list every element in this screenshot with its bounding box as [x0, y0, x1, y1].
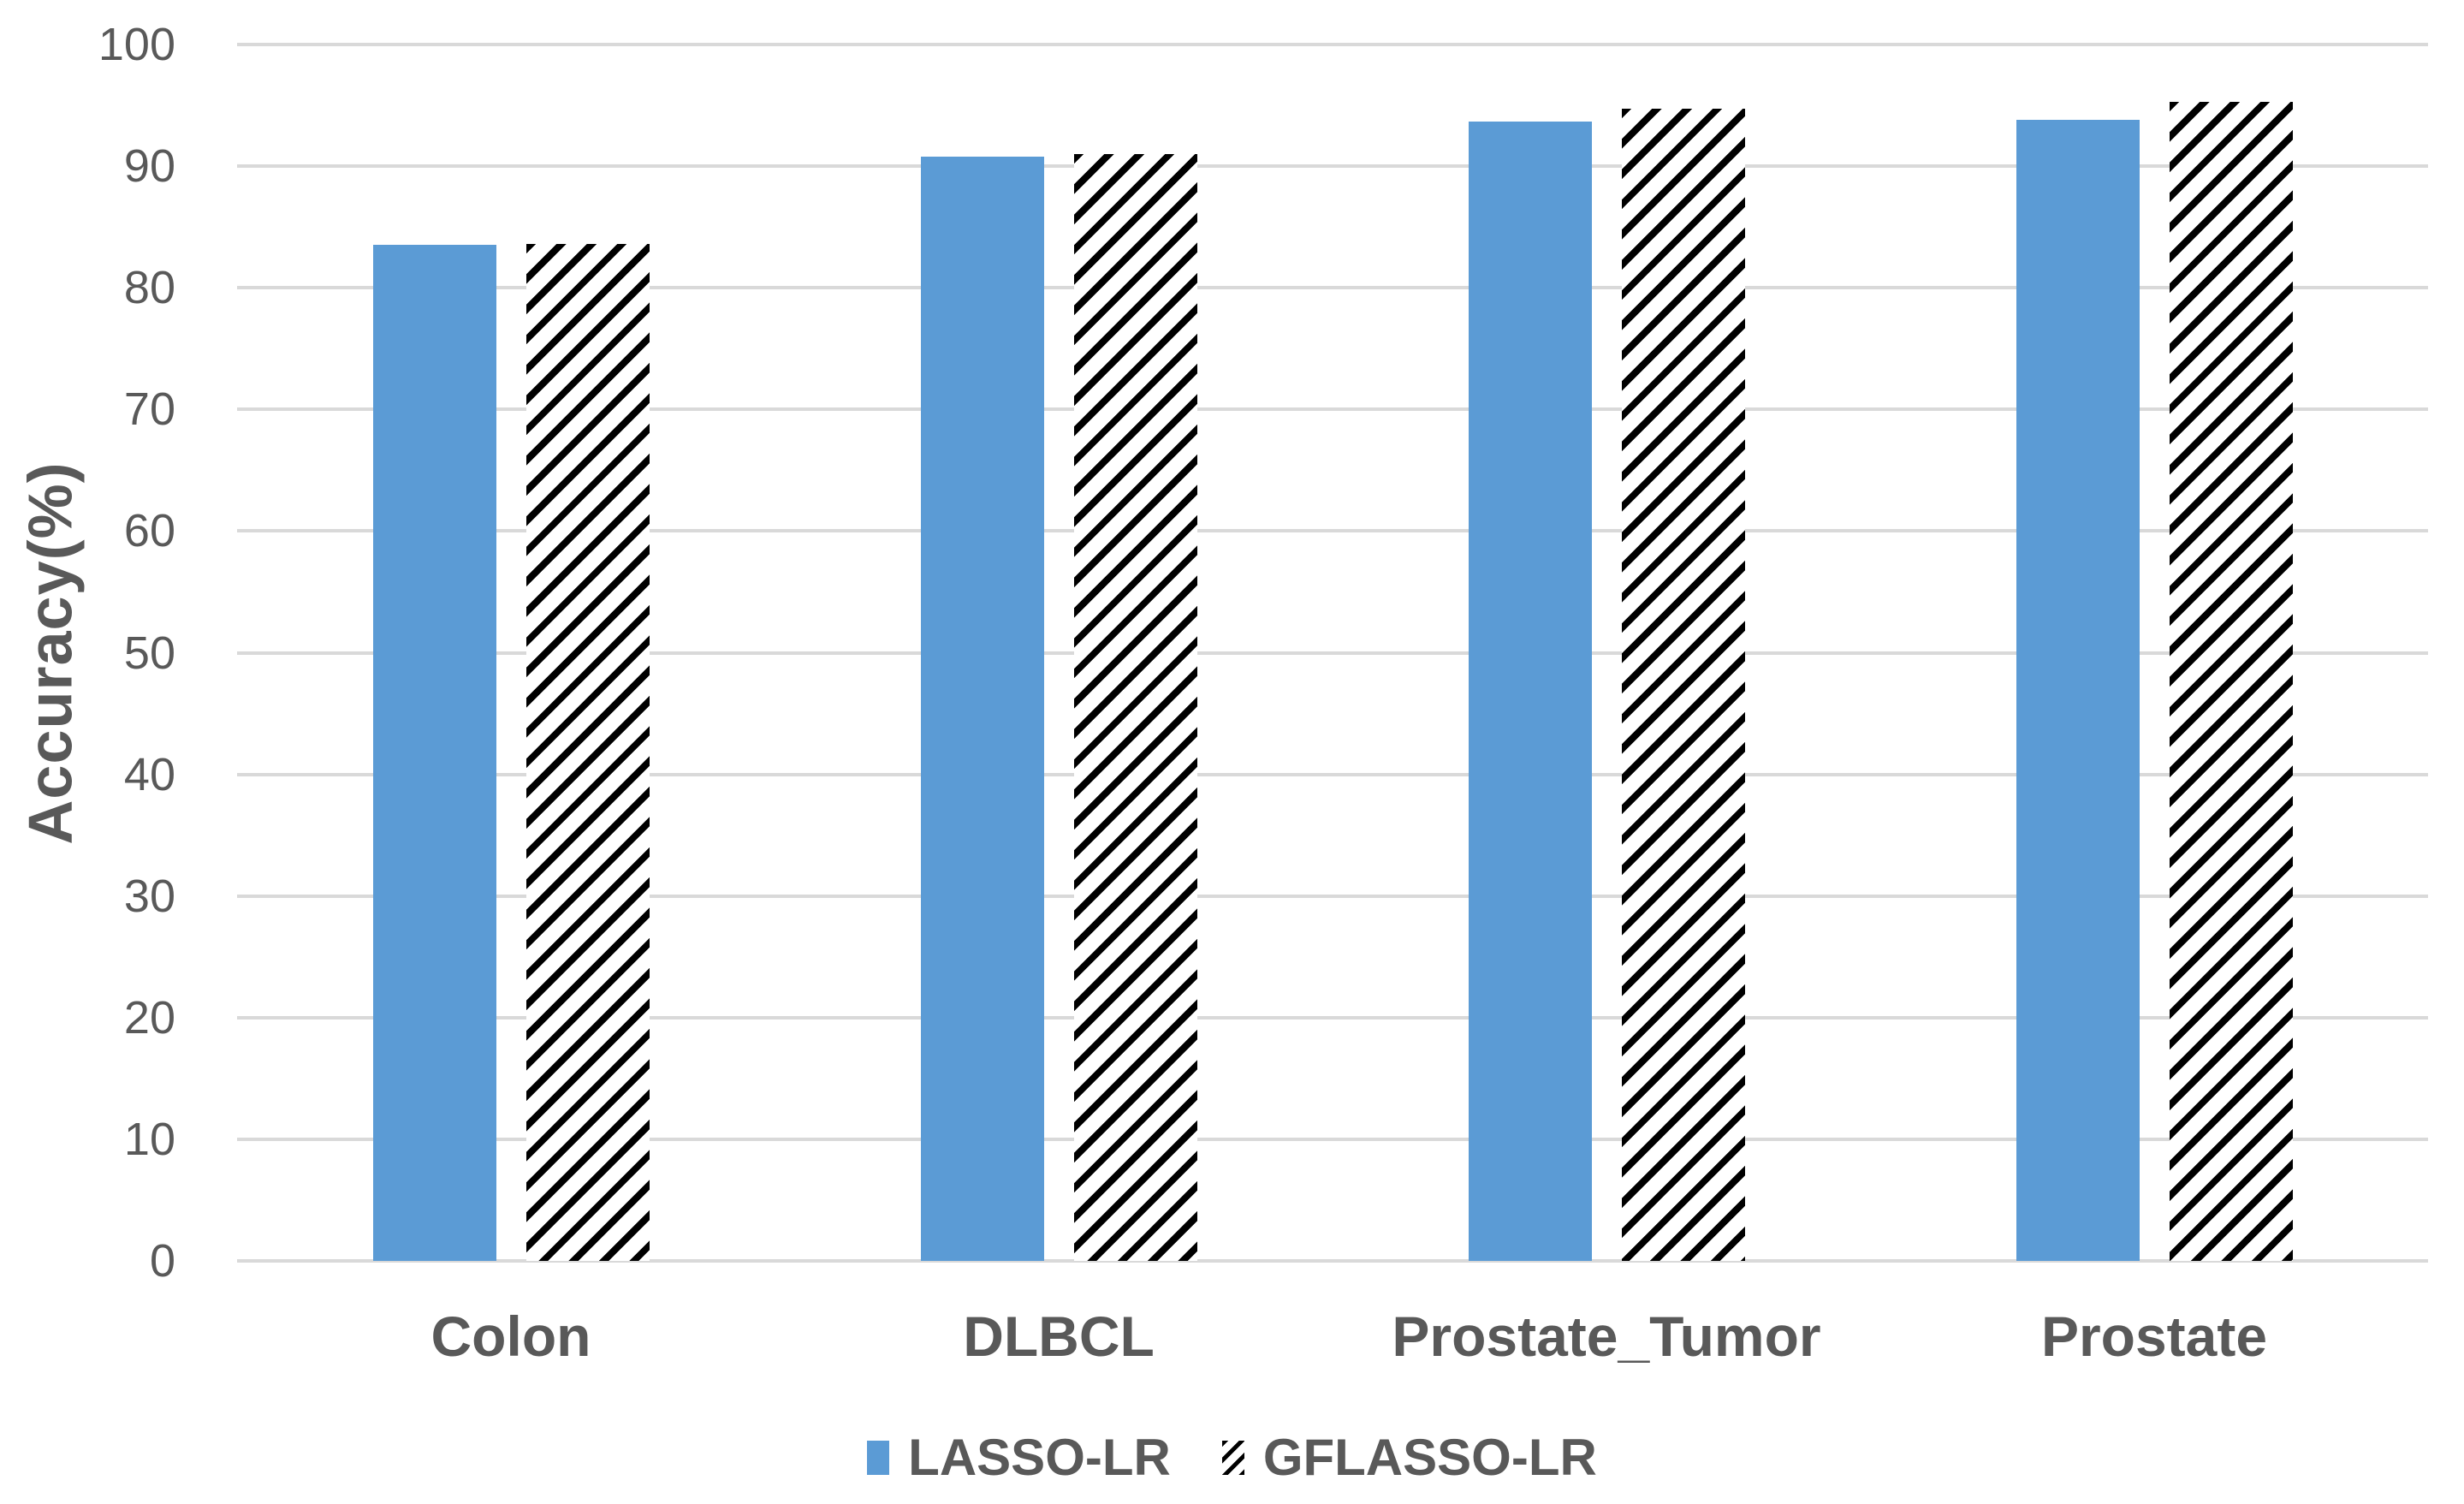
- bar-gflasso-lr-prostate-tumor: [1621, 109, 1745, 1261]
- gridline-y-100: [237, 43, 2428, 46]
- y-tick-label-100: 100: [98, 19, 175, 70]
- gridline-y-90: [237, 164, 2428, 169]
- gridline-y-80: [237, 286, 2428, 290]
- y-tick-label-40: 40: [123, 748, 175, 800]
- y-tick-label-20: 20: [123, 991, 175, 1043]
- bar-gflasso-lr-colon: [525, 244, 650, 1261]
- gridline-y-0: [237, 1259, 2428, 1263]
- y-tick-label-30: 30: [123, 870, 175, 922]
- gridline-y-70: [237, 407, 2428, 412]
- x-category-label-prostate: Prostate: [2040, 1305, 2268, 1368]
- plot-area: [237, 43, 2428, 1263]
- y-axis-tick-labels: 0 10 20 30 40 50 60 70 80 90 100: [0, 19, 175, 1287]
- gridline-y-20: [237, 1015, 2428, 1020]
- x-category-label-prostate-tumor: Prostate_Tumor: [1392, 1305, 1821, 1368]
- legend-label: GFLASSO-LR: [1262, 1429, 1597, 1486]
- legend-swatch-hatched: [1221, 1440, 1244, 1475]
- bar-lasso-lr-dlbcl: [920, 156, 1044, 1261]
- bar-gflasso-lr-dlbcl: [1073, 153, 1197, 1261]
- y-tick-label-50: 50: [123, 627, 175, 679]
- legend: LASSO-LR GFLASSO-LR: [0, 1428, 2464, 1487]
- y-tick-label-0: 0: [149, 1235, 175, 1287]
- x-category-label-dlbcl: DLBCL: [963, 1305, 1155, 1368]
- y-tick-label-90: 90: [123, 140, 175, 193]
- y-tick-label-70: 70: [123, 383, 175, 436]
- legend-label: LASSO-LR: [908, 1429, 1171, 1486]
- gridline-y-30: [237, 894, 2428, 898]
- gridline-y-10: [237, 1137, 2428, 1141]
- y-tick-label-10: 10: [123, 1113, 175, 1165]
- gridline-y-60: [237, 529, 2428, 533]
- bar-lasso-lr-colon: [372, 245, 496, 1261]
- gridline-y-50: [237, 651, 2428, 655]
- bar-lasso-lr-prostate-tumor: [1468, 121, 1592, 1261]
- legend-item-lasso-lr: LASSO-LR: [867, 1428, 1171, 1487]
- x-axis-category-labels: Colon DLBCL Prostate_Tumor Prostate: [237, 1261, 2428, 1372]
- y-tick-label-60: 60: [123, 505, 175, 557]
- bar-gflasso-lr-prostate: [2169, 101, 2293, 1261]
- gridline-y-40: [237, 772, 2428, 776]
- legend-swatch-solid-blue: [867, 1440, 890, 1475]
- bar-lasso-lr-prostate: [2016, 120, 2140, 1261]
- legend-item-gflasso-lr: GFLASSO-LR: [1221, 1428, 1597, 1487]
- x-category-label-colon: Colon: [430, 1305, 591, 1368]
- y-tick-label-80: 80: [123, 262, 175, 314]
